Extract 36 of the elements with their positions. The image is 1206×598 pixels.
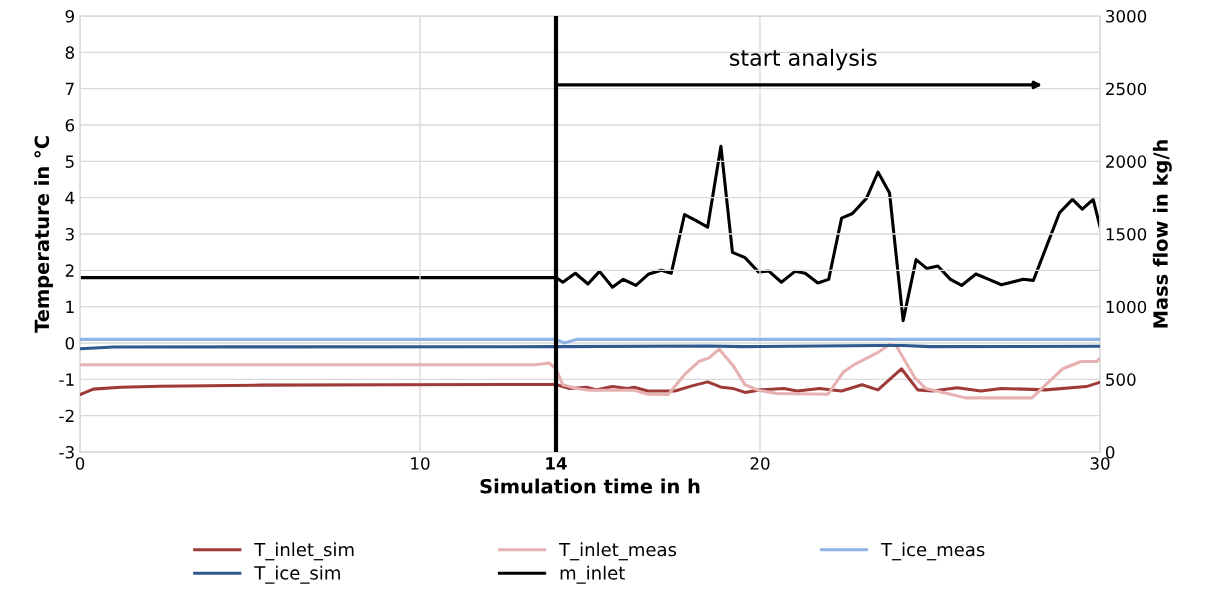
legend-label: T_ice_meas <box>880 542 985 561</box>
annotation: start analysis <box>729 48 877 71</box>
y2-tick-label: 2500 <box>1106 82 1147 96</box>
line-series <box>80 367 1100 397</box>
x-tick-label: 20 <box>750 457 770 470</box>
y-tick-label: -3 <box>59 445 74 459</box>
legend-label: m_inlet <box>560 565 625 584</box>
y-tick-label: 2 <box>65 264 74 277</box>
y-tick-label: 5 <box>65 155 74 168</box>
y2-tick-label: 1500 <box>1106 227 1147 241</box>
x-tick-label: 0 <box>75 457 85 470</box>
y-tick-label: -1 <box>59 373 74 386</box>
y-tick-label: 1 <box>66 300 74 313</box>
y-tick-label: 7 <box>65 82 74 95</box>
x-tick-label: 10 <box>411 457 430 470</box>
y-tick-label: -2 <box>59 409 74 422</box>
y2-tick-label: 3000 <box>1106 9 1147 23</box>
y-tick-label: 6 <box>65 118 75 132</box>
y-tick-label: 9 <box>65 9 74 23</box>
x-tick-label: 30 <box>1090 457 1110 470</box>
y2-tick-label: 0 <box>1105 445 1115 459</box>
y-tick-label: 3 <box>65 227 74 241</box>
y-axis-title: Temperature in °C <box>34 136 53 333</box>
line-series <box>80 342 1100 400</box>
legend-label: T_inlet_sim <box>254 542 354 561</box>
y2-tick-label: 2000 <box>1106 155 1147 168</box>
y-tick-label: 0 <box>65 336 75 350</box>
x-axis-title: Simulation time in h <box>480 478 700 494</box>
legend-label: T_inlet_meas <box>559 542 677 561</box>
y2-tick-label: 500 <box>1106 373 1136 386</box>
y-tick-label: 8 <box>65 46 74 59</box>
y2-axis-title: Mass flow in kg/h <box>1152 140 1172 328</box>
x-tick-label: 14 <box>546 457 567 470</box>
y2-tick-label: 1000 <box>1106 300 1147 314</box>
y-tick-label: 4 <box>65 191 75 204</box>
legend-label: T_ice_sim <box>254 565 340 584</box>
